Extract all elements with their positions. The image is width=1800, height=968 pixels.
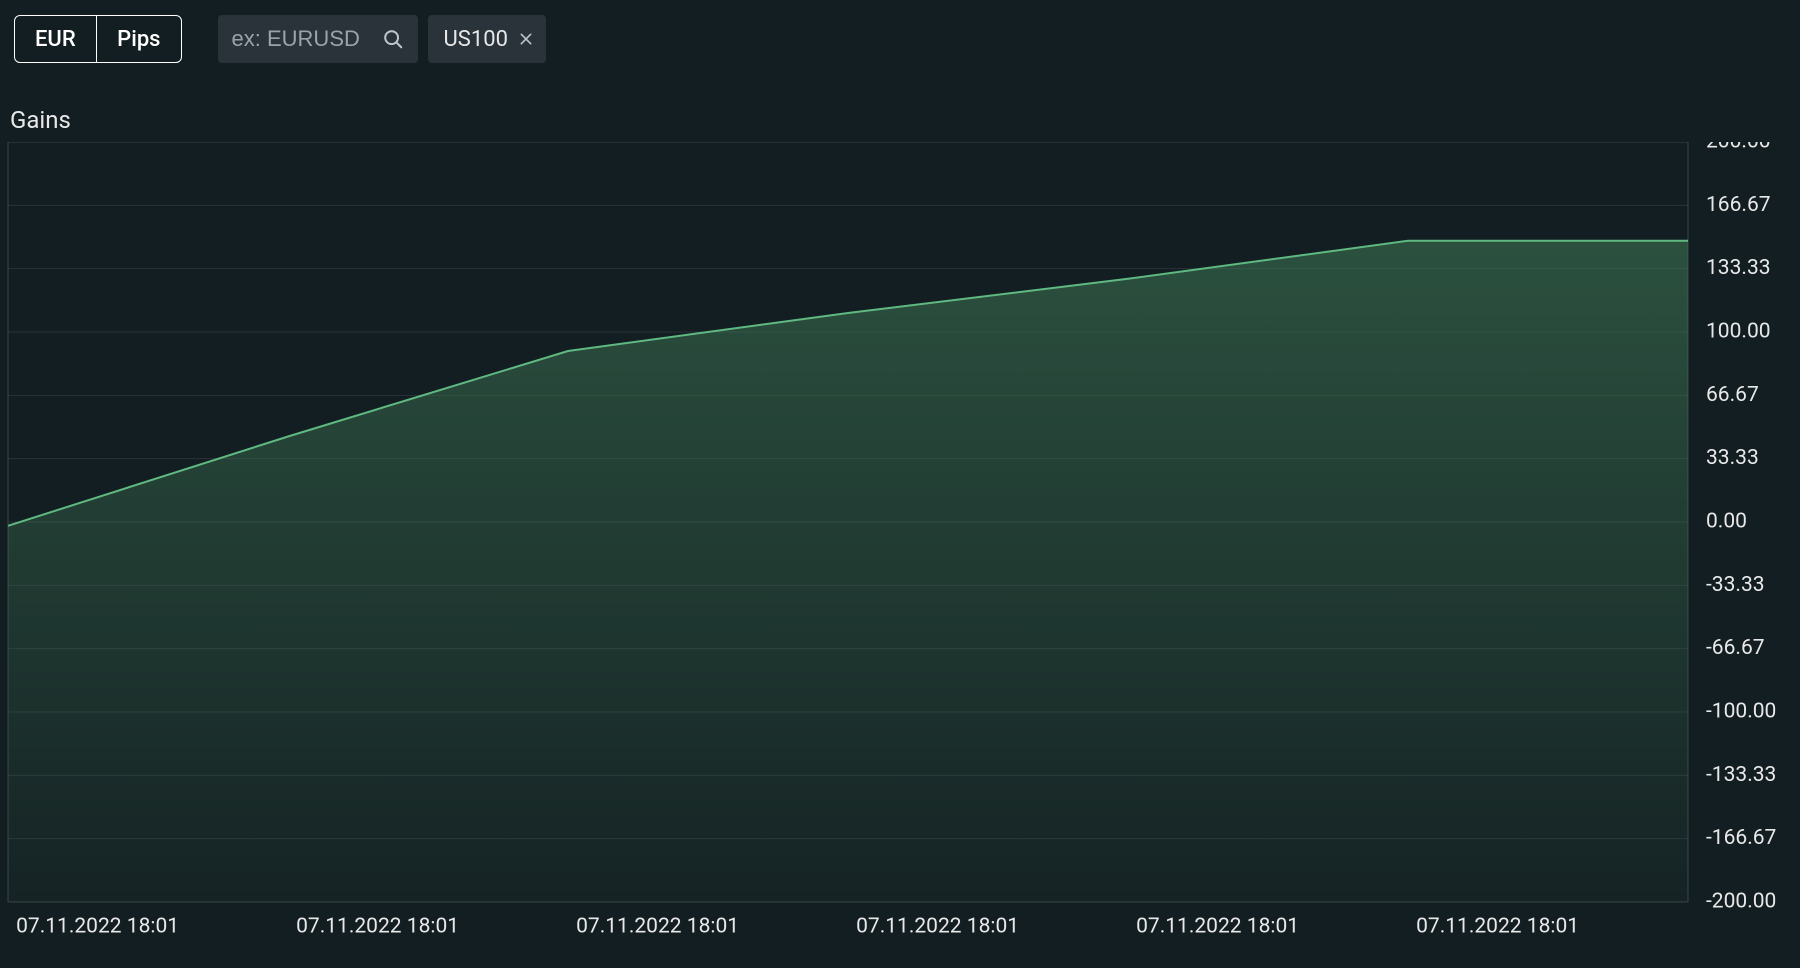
svg-text:-33.33: -33.33 bbox=[1706, 573, 1765, 597]
gains-chart: 200.00 166.67 133.33 100.00 66.67 33.33 0.00 -3… bbox=[0, 142, 1800, 952]
svg-text:07.11.2022 18:01: 07.11.2022 18:01 bbox=[576, 914, 739, 938]
svg-text:200.00: 200.00 bbox=[1706, 142, 1771, 154]
svg-text:07.11.2022 18:01: 07.11.2022 18:01 bbox=[1416, 914, 1579, 938]
svg-text:-133.33: -133.33 bbox=[1706, 763, 1776, 787]
svg-text:66.67: 66.67 bbox=[1706, 383, 1759, 407]
svg-text:07.11.2022 18:01: 07.11.2022 18:01 bbox=[1136, 914, 1299, 938]
svg-text:0.00: 0.00 bbox=[1706, 510, 1747, 534]
svg-text:33.33: 33.33 bbox=[1706, 446, 1759, 470]
search-icon[interactable] bbox=[382, 28, 404, 50]
close-icon[interactable] bbox=[518, 31, 534, 47]
gains-chart-svg: 200.00 166.67 133.33 100.00 66.67 33.33 0.00 -3… bbox=[0, 142, 1800, 952]
symbol-search-input[interactable] bbox=[232, 26, 372, 52]
symbol-search[interactable] bbox=[218, 15, 418, 63]
svg-text:07.11.2022 18:01: 07.11.2022 18:01 bbox=[856, 914, 1019, 938]
toggle-pips[interactable]: Pips bbox=[97, 16, 180, 62]
svg-text:-166.67: -166.67 bbox=[1706, 826, 1776, 850]
svg-text:07.11.2022 18:01: 07.11.2022 18:01 bbox=[296, 914, 459, 938]
svg-text:166.67: 166.67 bbox=[1706, 193, 1771, 217]
filter-chip-us100[interactable]: US100 bbox=[428, 15, 546, 63]
filter-chip-label: US100 bbox=[444, 27, 508, 52]
svg-text:-100.00: -100.00 bbox=[1706, 700, 1776, 724]
toggle-eur[interactable]: EUR bbox=[15, 16, 96, 62]
svg-text:100.00: 100.00 bbox=[1706, 320, 1771, 344]
svg-text:-200.00: -200.00 bbox=[1706, 890, 1776, 914]
svg-text:07.11.2022 18:01: 07.11.2022 18:01 bbox=[16, 914, 179, 938]
svg-text:133.33: 133.33 bbox=[1706, 256, 1771, 280]
toolbar: EUR Pips US100 bbox=[0, 0, 1800, 68]
chart-title: Gains bbox=[0, 68, 1800, 142]
svg-text:-66.67: -66.67 bbox=[1706, 636, 1765, 660]
unit-toggle-group: EUR Pips bbox=[14, 15, 182, 63]
